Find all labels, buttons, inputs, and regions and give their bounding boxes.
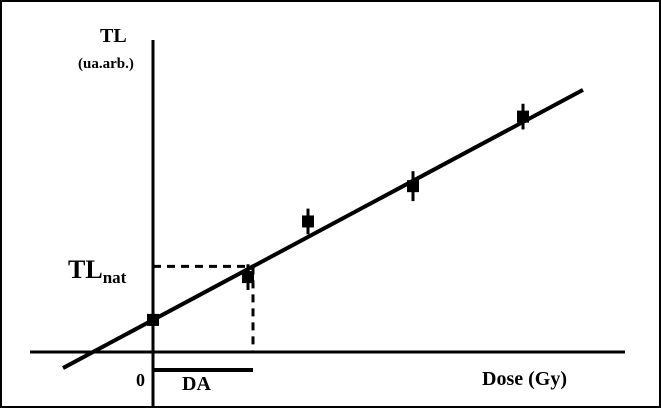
x-axis-label: Dose (Gy) xyxy=(482,368,567,390)
point-marker xyxy=(302,215,314,228)
data-points xyxy=(147,103,529,329)
data-point xyxy=(302,208,314,235)
da-label: DA xyxy=(182,373,211,395)
point-marker xyxy=(147,313,159,326)
data-point xyxy=(147,311,159,329)
point-marker xyxy=(407,180,419,193)
data-point xyxy=(242,264,254,290)
y-axis-unit-label: (ua.arb.) xyxy=(78,56,134,72)
point-marker xyxy=(517,110,529,123)
tl-nat-label-main: TL xyxy=(68,255,103,284)
data-point xyxy=(517,103,529,130)
origin-label: 0 xyxy=(136,370,145,390)
data-point xyxy=(407,171,419,202)
y-axis-label: TL xyxy=(100,25,127,47)
tl-nat-label: TLnat xyxy=(68,255,127,287)
point-marker xyxy=(242,271,254,284)
tl-nat-label-sub: nat xyxy=(103,268,127,287)
